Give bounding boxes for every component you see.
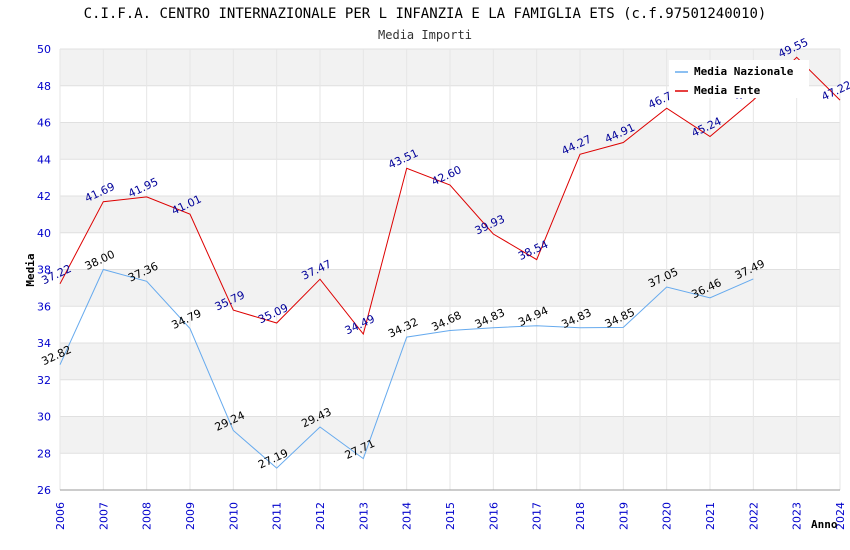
y-tick-46: 46 (37, 117, 51, 130)
y-tick-42: 42 (37, 190, 51, 203)
y-tick-38: 38 (37, 264, 51, 277)
x-axis-label: Anno (811, 518, 838, 531)
x-tick-2024: 2024 (834, 502, 847, 530)
x-tick-2021: 2021 (704, 502, 717, 530)
x-tick-2015: 2015 (444, 502, 457, 530)
x-tick-2011: 2011 (271, 502, 284, 530)
x-tick-2006: 2006 (54, 502, 67, 530)
y-tick-48: 48 (37, 80, 51, 93)
y-tick-40: 40 (37, 227, 51, 240)
y-tick-44: 44 (37, 153, 51, 166)
series-line-media-ente (59, 56, 841, 336)
chart-title: C.I.F.A. CENTRO INTERNAZIONALE PER L INF… (84, 6, 767, 22)
x-tick-2019: 2019 (617, 502, 630, 530)
x-tick-2020: 2020 (661, 502, 674, 530)
x-tick-2012: 2012 (314, 502, 327, 530)
x-tick-2016: 2016 (487, 502, 500, 530)
legend-label-media-nazionale: Media Nazionale (694, 65, 794, 78)
x-axis-ticks: 2006 2007 2008 2009 2010 2011 2012 2013 2014 2015… (54, 502, 847, 530)
x-tick-2008: 2008 (141, 502, 154, 530)
chart-subtitle: Media Importi (378, 28, 472, 42)
x-tick-2009: 2009 (184, 502, 197, 530)
x-tick-2013: 2013 (357, 502, 370, 530)
x-tick-2010: 2010 (227, 502, 240, 530)
y-tick-34: 34 (37, 337, 51, 350)
series-lines (59, 56, 841, 469)
y-tick-28: 28 (37, 447, 51, 460)
y-tick-30: 30 (37, 411, 51, 424)
y-axis-ticks: 26 28 30 32 34 36 38 40 42 44 46 48 50 (37, 43, 51, 497)
y-tick-50: 50 (37, 43, 51, 56)
x-tick-2022: 2022 (747, 502, 760, 530)
series-line-media-nazionale (59, 268, 754, 469)
x-tick-2014: 2014 (401, 502, 414, 530)
legend-label-media-ente: Media Ente (694, 84, 761, 97)
y-tick-26: 26 (37, 484, 51, 497)
y-tick-32: 32 (37, 374, 51, 387)
x-tick-2023: 2023 (791, 502, 804, 530)
legend-box (669, 60, 809, 98)
y-tick-36: 36 (37, 300, 51, 313)
legend: Media Nazionale Media Ente (669, 60, 809, 98)
x-tick-2007: 2007 (97, 502, 110, 530)
y-axis-label: Media (24, 253, 37, 286)
x-tick-2018: 2018 (574, 502, 587, 530)
x-tick-2017: 2017 (531, 502, 544, 530)
